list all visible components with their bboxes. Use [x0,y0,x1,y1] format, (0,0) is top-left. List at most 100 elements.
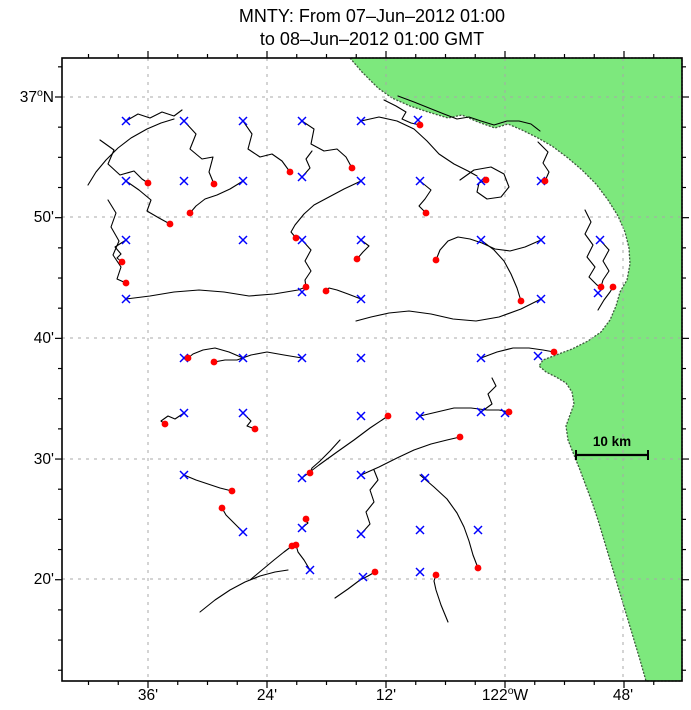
trajectory-path [249,545,293,581]
trajectory-path [309,439,341,474]
start-marker-x [238,353,248,363]
axis-labels: 37oN 50' 40' 30' 20' 36' 24' 12' 122oW 48' [20,87,633,704]
trajectory-path [360,436,461,476]
start-marker-x [415,525,425,535]
trajectory-path [125,109,183,122]
axis-frame [55,51,689,688]
trajectory-path [480,239,522,302]
end-marker-dot [432,256,440,264]
trajectory-path [334,571,376,599]
end-marker-dot [144,179,152,187]
end-marker-dot [371,568,379,576]
trajectory-path [355,298,542,322]
start-marker-x [238,527,248,537]
trajectory-path [325,287,362,300]
end-marker-dot [210,358,218,366]
end-marker-dot [505,408,513,416]
end-marker-dot [286,168,294,176]
trajectory-path [419,407,510,417]
trajectory-path [599,239,610,288]
start-marker-x [179,470,189,480]
start-marker-x [473,525,483,535]
trajectory-path [480,377,497,413]
end-marker-dot [292,234,300,242]
trajectory-path [397,95,541,132]
trajectory-path [480,347,555,359]
start-marker-x [476,235,486,245]
start-marker-x [238,116,248,126]
axis-tick-label: 12' [376,687,396,704]
trajectory-path [125,180,171,225]
start-marker-x [358,572,368,582]
start-marker-x [415,567,425,577]
axis-tick-label: 40' [34,330,54,347]
start-marker-x [238,176,248,186]
start-marker-x [297,116,307,126]
start-marker-x [297,523,307,533]
start-marker-x [356,235,366,245]
end-marker-dot [186,209,194,217]
scale-bar-label: 10 km [593,434,631,449]
end-marker-dot [184,354,192,362]
end-marker-dot [122,279,130,287]
start-marker-x [415,176,425,186]
end-marker-dot [306,469,314,477]
end-marker-dot [597,283,605,291]
start-marker-x [121,116,131,126]
scale-bar: 10 km [575,434,649,460]
axis-tick-label: 37oN [20,87,54,106]
start-marker-x [238,235,248,245]
axis-tick-label: 30' [34,451,54,468]
end-marker-dot [384,412,392,420]
start-marker-x [297,473,307,483]
end-marker-dot [482,176,490,184]
start-marker-x [121,235,131,245]
start-marker-x [356,470,366,480]
axis-tick-label: 50' [34,209,54,226]
start-marker-x [476,353,486,363]
trajectory-path [99,139,149,184]
end-marker-dot [218,504,226,512]
trajectory-path [301,239,312,288]
end-marker-dot [474,564,482,572]
start-marker-x [179,176,189,186]
end-marker-dot [541,177,549,185]
trajectory-path [418,180,432,214]
trajectory-path [383,99,421,126]
end-marker-dot [210,180,218,188]
trajectory-path [107,199,127,284]
end-marker-dot [609,283,617,291]
trajectory-path [213,351,303,363]
start-marker-x [179,408,189,418]
start-marker-x [595,235,605,245]
axis-tick-label: 24' [257,687,277,704]
end-marker-dot [517,297,525,305]
start-marker-x [420,473,430,483]
plot-title-line1: MNTY: From 07–Jun–2012 01:00 [239,6,505,26]
trajectory-path [189,180,244,214]
trajectory-path [187,347,244,359]
start-marker-x [297,353,307,363]
markers-layer [118,115,617,582]
start-marker-x [297,172,307,182]
coastline [348,57,683,682]
end-marker-dot [166,220,174,228]
end-marker-dot [348,164,356,172]
end-marker-dot [456,433,464,441]
end-marker-dot [302,283,310,291]
trajectory-path [114,239,127,263]
end-marker-dot [416,121,424,129]
start-marker-x [356,411,366,421]
axis-tick-label: 20' [34,571,54,588]
start-marker-x [356,176,366,186]
trajectory-path [433,574,449,623]
end-marker-dot [251,425,259,433]
trajectory-path [360,116,478,177]
end-marker-dot [228,487,236,495]
trajectory-path [295,544,311,571]
trajectory-path [435,236,542,261]
start-marker-x [356,294,366,304]
start-marker-x [415,411,425,421]
trajectory-path [419,474,479,569]
